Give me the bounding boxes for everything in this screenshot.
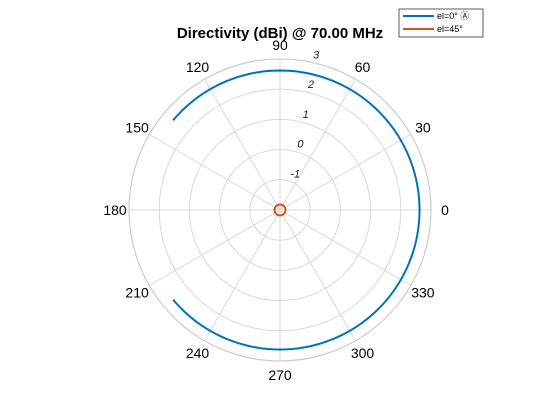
angle-tick-label: 300: [351, 345, 375, 361]
radial-tick-label: 2: [307, 79, 314, 91]
angle-tick-label: 0: [441, 202, 449, 218]
angle-tick-label: 150: [125, 120, 149, 136]
angle-tick-label: 180: [103, 202, 127, 218]
radial-grid-line: [148, 134, 281, 211]
radial-tick-label: -1: [290, 168, 300, 180]
legend: el=0° Ⓐ el=45°: [398, 8, 484, 38]
radial-grid-line: [279, 209, 356, 342]
grid-ring: [188, 118, 372, 302]
angle-tick-label: 120: [186, 59, 210, 75]
grid-ring: [249, 179, 311, 241]
polar-grid: [128, 58, 432, 362]
legend-label-el45: el=45°: [437, 24, 463, 34]
radial-grid-line: [279, 78, 356, 211]
radial-grid-line: [204, 209, 281, 342]
angle-tick-label: 210: [125, 285, 149, 301]
grid-ring: [158, 88, 402, 332]
series-layer: [172, 69, 421, 351]
radial-tick-label: 3: [313, 49, 320, 61]
legend-box: [398, 8, 484, 38]
radial-tick-label: 1: [303, 109, 309, 121]
angle-tick-label: 90: [272, 37, 288, 53]
radial-grid-line: [204, 78, 281, 211]
radial-tick-label: 0: [297, 139, 304, 151]
chart-title: Directivity (dBi) @ 70.00 MHz: [177, 25, 383, 42]
grid-ring: [219, 149, 341, 271]
angle-tick-label: 330: [411, 285, 435, 301]
radial-grid-line: [148, 209, 281, 286]
radial-tick-labels: -1 0 1 2 3: [290, 49, 320, 180]
outer-ring: [128, 58, 432, 362]
angle-tick-label: 240: [186, 345, 210, 361]
legend-label-el0: el=0° Ⓐ: [437, 11, 469, 21]
angle-tick-label: 60: [355, 59, 371, 75]
radial-grid-line: [279, 209, 412, 286]
radial-grid-line: [279, 134, 412, 211]
series-line-0: [172, 69, 421, 351]
angle-tick-label: 30: [415, 120, 431, 136]
angle-tick-label: 270: [268, 367, 292, 383]
series-line-1: [273, 203, 287, 217]
